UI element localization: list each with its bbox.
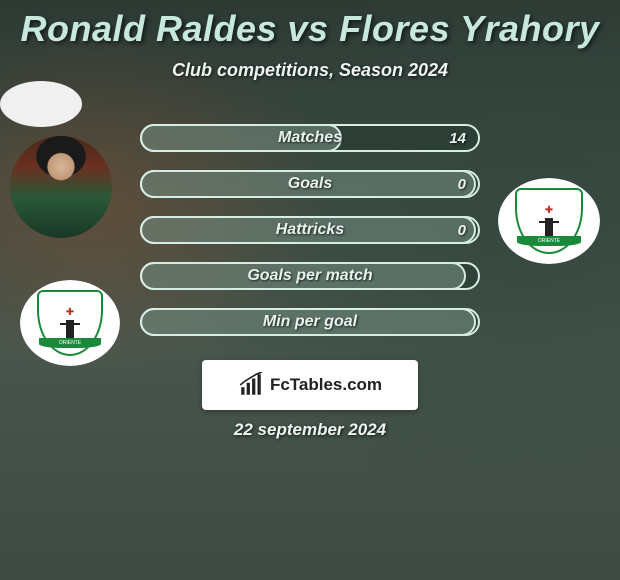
stat-label: Hattricks [142,221,478,239]
stat-label: Matches [142,129,478,147]
player-photo-placeholder [10,136,112,238]
tower-icon [545,218,553,236]
subtitle: Club competitions, Season 2024 [0,60,620,81]
date-text: 22 september 2024 [0,420,620,440]
chart-icon [238,372,264,398]
stat-row: Hattricks 0 [140,216,480,244]
player-left-avatar [10,136,112,238]
stats-container: Matches 14 Goals 0 Hattricks 0 Goals per… [140,124,480,354]
stat-label: Min per goal [142,313,478,331]
stat-value-right: 0 [458,176,466,193]
stat-label: Goals per match [142,267,478,285]
stat-row: Goals per match [140,262,480,290]
club-badge-right: ★ ★ ★ ★ ★ ★ ★ ★ ✚ ORIENTE [498,178,600,264]
badge-label: ORIENTE [39,338,101,348]
tower-icon [66,320,74,338]
stat-row: Goals 0 [140,170,480,198]
stat-row: Min per goal [140,308,480,336]
brand-text: FcTables.com [270,375,382,395]
badge-label: ORIENTE [517,236,580,246]
content-root: Ronald Raldes vs Flores Yrahory Club com… [0,0,620,580]
cross-icon: ✚ [66,307,74,318]
club-badge-left: ★ ★ ★ ★ ★ ★ ★ ★ ✚ ORIENTE [20,280,120,366]
stat-label: Goals [142,175,478,193]
stat-value-right: 0 [458,222,466,239]
player-right-avatar [0,81,82,127]
stat-row: Matches 14 [140,124,480,152]
brand-box: FcTables.com [202,360,418,410]
page-title: Ronald Raldes vs Flores Yrahory [0,0,620,50]
cross-icon: ✚ [545,205,553,216]
stat-value-right: 14 [449,130,466,147]
